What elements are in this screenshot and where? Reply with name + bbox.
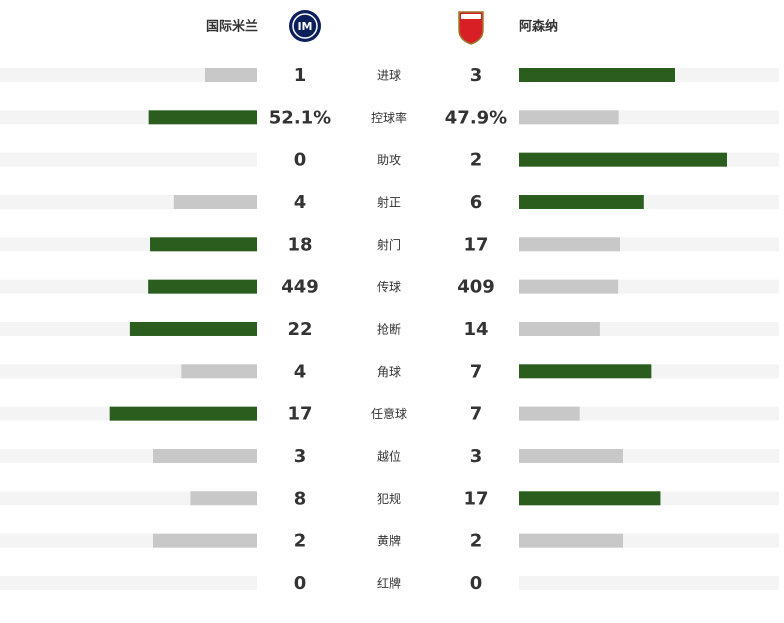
- away-bar: [519, 491, 661, 506]
- home-bar: [205, 68, 257, 82]
- stat-name: 角球: [377, 365, 401, 379]
- stat-name: 红牌: [377, 575, 401, 590]
- home-value: 1: [294, 65, 307, 86]
- home-team-name: 国际米兰: [206, 19, 258, 35]
- away-bar: [519, 152, 727, 167]
- away-value: 47.9%: [445, 107, 507, 128]
- home-bar: [129, 321, 257, 336]
- home-bar: [173, 194, 257, 209]
- away-bar: [519, 68, 675, 82]
- stat-name: 进球: [377, 69, 401, 83]
- home-bar: [150, 237, 257, 252]
- away-bar: [519, 364, 652, 379]
- away-value: 0: [470, 573, 483, 594]
- home-value: 0: [294, 573, 307, 594]
- home-value: 4: [294, 361, 307, 382]
- home-value: 17: [287, 404, 312, 425]
- home-bar: [148, 279, 257, 294]
- home-value: 449: [281, 277, 319, 298]
- home-value: 0: [294, 150, 307, 171]
- home-bar: [153, 533, 257, 548]
- stat-name: 犯规: [377, 491, 401, 506]
- away-value: 7: [470, 404, 483, 425]
- home-track: [0, 575, 257, 590]
- away-logo: [458, 11, 484, 45]
- home-bar: [109, 406, 258, 421]
- svg-text:IM: IM: [297, 20, 312, 33]
- away-value: 2: [470, 150, 483, 171]
- away-value: 17: [463, 234, 488, 255]
- away-bar: [519, 448, 623, 463]
- stat-name: 控球率: [371, 110, 407, 125]
- home-bar: [148, 110, 257, 125]
- away-track: [519, 575, 779, 590]
- away-bar: [519, 533, 623, 548]
- away-bar: [519, 237, 621, 252]
- stat-name: 助攻: [377, 153, 401, 167]
- away-bar: [519, 279, 619, 294]
- away-bar: [519, 406, 580, 421]
- away-value: 7: [470, 361, 483, 382]
- home-track: [0, 152, 257, 167]
- stat-name: 射正: [377, 194, 401, 209]
- home-value: 18: [287, 234, 312, 255]
- away-value: 17: [463, 488, 488, 509]
- away-bar: [519, 194, 644, 209]
- away-bar: [519, 321, 600, 336]
- home-bar: [153, 448, 257, 463]
- away-value: 3: [470, 446, 483, 467]
- home-value: 52.1%: [269, 107, 331, 128]
- away-value: 2: [470, 531, 483, 552]
- stat-name: 传球: [377, 279, 401, 294]
- home-value: 3: [294, 446, 307, 467]
- away-value: 3: [470, 65, 483, 86]
- home-bar: [181, 364, 257, 379]
- away-bar: [519, 110, 619, 125]
- home-logo: IM: [289, 10, 321, 42]
- home-value: 2: [294, 531, 307, 552]
- away-track: [519, 406, 779, 421]
- away-team-name: 阿森纳: [519, 19, 558, 35]
- stat-name: 任意球: [371, 406, 407, 421]
- home-value: 22: [287, 319, 312, 340]
- stat-name: 抢断: [377, 321, 401, 336]
- stat-name: 越位: [377, 448, 401, 463]
- home-bar: [190, 491, 257, 506]
- away-value: 409: [457, 277, 495, 298]
- home-value: 8: [294, 488, 307, 509]
- away-value: 14: [463, 319, 488, 340]
- home-track: [0, 68, 257, 82]
- home-value: 4: [294, 192, 307, 213]
- stat-name: 黄牌: [377, 534, 401, 548]
- stat-name: 射门: [377, 237, 401, 252]
- away-value: 6: [470, 192, 483, 213]
